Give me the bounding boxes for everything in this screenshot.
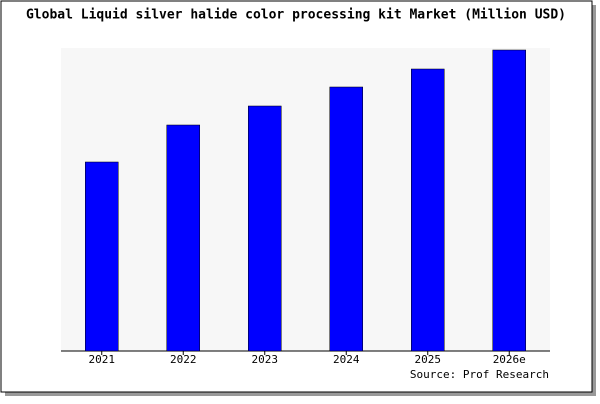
bar [492, 49, 526, 352]
plot-area [61, 48, 550, 351]
source-note: Source: Prof Research [410, 368, 549, 381]
x-tick-label: 2021 [89, 353, 116, 366]
bar [166, 124, 200, 352]
bar [85, 161, 119, 352]
chart-title: Global Liquid silver halide color proces… [26, 8, 566, 23]
bar [411, 68, 445, 352]
bar [248, 105, 282, 352]
x-tick-label: 2025 [415, 353, 442, 366]
x-tick-label: 2026e [493, 353, 526, 366]
bar [329, 86, 363, 352]
x-tick-label: 2022 [170, 353, 197, 366]
x-tick-label: 2024 [333, 353, 360, 366]
x-tick-label: 2023 [252, 353, 279, 366]
